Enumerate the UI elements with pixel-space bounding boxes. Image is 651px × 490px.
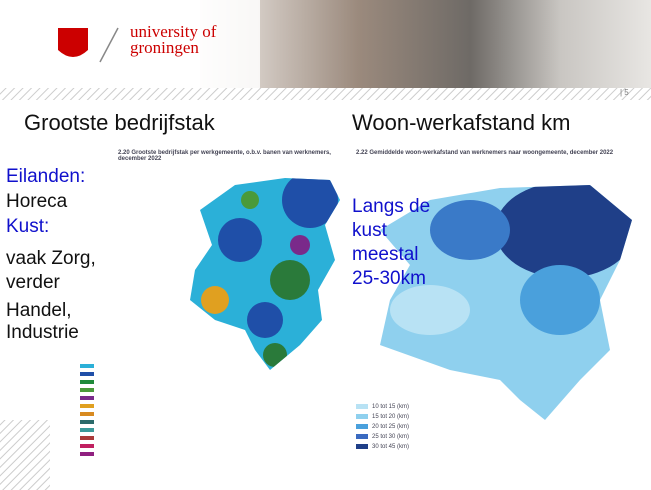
note: 25-30km [352,268,426,289]
logo-line: groningen [130,38,199,57]
note: verder [6,272,60,293]
legend-label: 15 tot 20 (km) [372,414,410,420]
logo-slash [99,27,119,63]
legend-label: 25 tot 30 (km) [372,434,410,440]
note: Horeca [6,191,68,212]
legend-label: 30 tot 45 (km) [372,444,410,450]
hatch-band [0,88,651,100]
legend-right-swatches [356,404,368,449]
note: Eilanden: [6,166,86,187]
legend-left [80,364,94,456]
header-fade [0,0,260,88]
map-left [190,178,340,370]
legend-label: 20 tot 25 (km) [372,424,410,430]
heading: Grootste bedrijfstak [24,110,215,135]
note: Kust: [6,216,50,237]
legend-label: 10 tot 15 (km) [372,404,410,410]
note: meestal [352,244,419,265]
note: kust [352,220,387,241]
logo-line: university of [130,22,217,41]
note: vaak Zorg, [6,248,96,269]
page-number: | 5 [620,88,629,97]
logo-crest [58,28,88,57]
note: Langs de [352,196,431,217]
note: Handel, [6,300,72,321]
map-title: 2.20 Grootste bedrijfstak per werkgemeen… [118,150,331,162]
legend-right: 10 tot 15 (km) 15 tot 20 (km) 20 tot 25 (k… [372,402,409,452]
header-photo [200,0,651,88]
logo-text: university of groningen [130,22,217,57]
map-title: 2.22 Gemiddelde woon-werkafstand van wer… [356,150,614,156]
hatch-corner [0,420,50,490]
note: Industrie [6,322,79,343]
heading: Woon-werkafstand km [352,110,571,135]
